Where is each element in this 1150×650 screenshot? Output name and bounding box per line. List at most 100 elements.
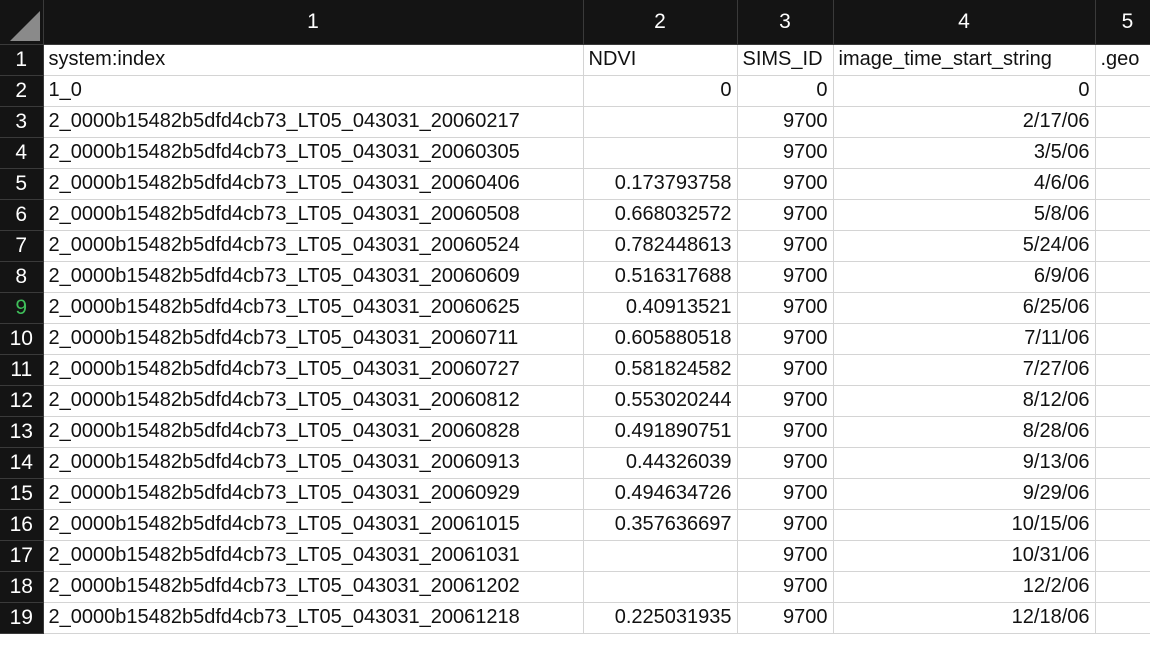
table-cell[interactable]: 10/31/06 (833, 540, 1096, 572)
table-cell[interactable]: 9/13/06 (833, 447, 1096, 479)
row-header[interactable]: 16 (0, 509, 44, 541)
table-cell[interactable] (1095, 75, 1150, 107)
table-cell[interactable] (583, 137, 738, 169)
table-cell[interactable]: 0.494634726 (583, 478, 738, 510)
row-header[interactable]: 8 (0, 261, 44, 293)
row-header[interactable]: 11 (0, 354, 44, 386)
row-header[interactable]: 3 (0, 106, 44, 138)
table-cell[interactable] (1095, 199, 1150, 231)
table-cell[interactable]: 12/2/06 (833, 571, 1096, 603)
table-cell[interactable]: 6/9/06 (833, 261, 1096, 293)
table-cell[interactable]: 9700 (737, 447, 834, 479)
row-header[interactable]: 2 (0, 75, 44, 107)
table-cell[interactable] (1095, 292, 1150, 324)
table-cell[interactable]: 2_0000b15482b5dfd4cb73_LT05_043031_20061… (43, 602, 584, 634)
select-all-corner[interactable] (0, 0, 44, 45)
table-cell[interactable]: 7/27/06 (833, 354, 1096, 386)
table-cell[interactable]: 1_0 (43, 75, 584, 107)
row-header[interactable]: 4 (0, 137, 44, 169)
table-cell[interactable]: 2_0000b15482b5dfd4cb73_LT05_043031_20060… (43, 323, 584, 355)
table-cell[interactable] (1095, 354, 1150, 386)
row-header[interactable]: 7 (0, 230, 44, 262)
table-cell[interactable]: 0.782448613 (583, 230, 738, 262)
row-header[interactable]: 19 (0, 602, 44, 634)
table-cell[interactable] (1095, 230, 1150, 262)
table-cell[interactable]: 9700 (737, 571, 834, 603)
table-cell[interactable]: 9/29/06 (833, 478, 1096, 510)
table-cell[interactable] (1095, 602, 1150, 634)
table-cell[interactable]: 0 (737, 75, 834, 107)
table-cell[interactable]: 8/12/06 (833, 385, 1096, 417)
table-cell[interactable]: 2_0000b15482b5dfd4cb73_LT05_043031_20061… (43, 509, 584, 541)
table-cell[interactable]: 0.40913521 (583, 292, 738, 324)
column-header[interactable]: 2 (583, 0, 738, 45)
table-cell[interactable] (583, 571, 738, 603)
table-cell[interactable] (1095, 385, 1150, 417)
row-header[interactable]: 1 (0, 44, 44, 76)
table-cell[interactable]: 2_0000b15482b5dfd4cb73_LT05_043031_20060… (43, 354, 584, 386)
table-cell[interactable]: 2_0000b15482b5dfd4cb73_LT05_043031_20060… (43, 385, 584, 417)
field-name-cell[interactable]: image_time_start_string (833, 44, 1096, 76)
table-cell[interactable]: 5/8/06 (833, 199, 1096, 231)
table-cell[interactable] (1095, 323, 1150, 355)
row-header[interactable]: 10 (0, 323, 44, 355)
table-cell[interactable]: 2_0000b15482b5dfd4cb73_LT05_043031_20060… (43, 447, 584, 479)
table-cell[interactable]: 9700 (737, 292, 834, 324)
row-header[interactable]: 15 (0, 478, 44, 510)
table-cell[interactable]: 9700 (737, 354, 834, 386)
table-cell[interactable] (583, 540, 738, 572)
table-cell[interactable]: 0.173793758 (583, 168, 738, 200)
table-cell[interactable]: 2/17/06 (833, 106, 1096, 138)
table-cell[interactable]: 0.581824582 (583, 354, 738, 386)
table-cell[interactable]: 12/18/06 (833, 602, 1096, 634)
table-cell[interactable]: 8/28/06 (833, 416, 1096, 448)
table-cell[interactable]: 0 (833, 75, 1096, 107)
table-cell[interactable]: 2_0000b15482b5dfd4cb73_LT05_043031_20061… (43, 540, 584, 572)
table-cell[interactable] (1095, 509, 1150, 541)
column-header[interactable]: 4 (833, 0, 1096, 45)
table-cell[interactable]: 9700 (737, 168, 834, 200)
table-cell[interactable]: 2_0000b15482b5dfd4cb73_LT05_043031_20060… (43, 261, 584, 293)
table-cell[interactable]: 0.225031935 (583, 602, 738, 634)
row-header[interactable]: 9 (0, 292, 44, 324)
table-cell[interactable]: 0.357636697 (583, 509, 738, 541)
row-header[interactable]: 17 (0, 540, 44, 572)
row-header[interactable]: 12 (0, 385, 44, 417)
table-cell[interactable]: 2_0000b15482b5dfd4cb73_LT05_043031_20060… (43, 292, 584, 324)
table-cell[interactable]: 2_0000b15482b5dfd4cb73_LT05_043031_20060… (43, 168, 584, 200)
table-cell[interactable]: 2_0000b15482b5dfd4cb73_LT05_043031_20060… (43, 230, 584, 262)
table-cell[interactable]: 0.44326039 (583, 447, 738, 479)
table-cell[interactable]: 2_0000b15482b5dfd4cb73_LT05_043031_20060… (43, 416, 584, 448)
table-cell[interactable]: 9700 (737, 509, 834, 541)
table-cell[interactable]: 4/6/06 (833, 168, 1096, 200)
table-cell[interactable]: 0.668032572 (583, 199, 738, 231)
table-cell[interactable]: 9700 (737, 106, 834, 138)
table-cell[interactable]: 6/25/06 (833, 292, 1096, 324)
table-cell[interactable]: 9700 (737, 540, 834, 572)
column-header[interactable]: 5 (1095, 0, 1150, 45)
table-cell[interactable] (583, 106, 738, 138)
field-name-cell[interactable]: NDVI (583, 44, 738, 76)
table-cell[interactable]: 9700 (737, 199, 834, 231)
field-name-cell[interactable]: .geo (1095, 44, 1150, 76)
column-header[interactable]: 1 (43, 0, 584, 45)
table-cell[interactable] (1095, 261, 1150, 293)
column-header[interactable]: 3 (737, 0, 834, 45)
table-cell[interactable]: 2_0000b15482b5dfd4cb73_LT05_043031_20060… (43, 137, 584, 169)
table-cell[interactable]: 0.491890751 (583, 416, 738, 448)
table-cell[interactable] (1095, 478, 1150, 510)
table-cell[interactable]: 5/24/06 (833, 230, 1096, 262)
table-cell[interactable]: 9700 (737, 602, 834, 634)
table-cell[interactable] (1095, 106, 1150, 138)
table-cell[interactable]: 2_0000b15482b5dfd4cb73_LT05_043031_20060… (43, 106, 584, 138)
table-cell[interactable]: 10/15/06 (833, 509, 1096, 541)
table-cell[interactable]: 9700 (737, 230, 834, 262)
row-header[interactable]: 5 (0, 168, 44, 200)
table-cell[interactable]: 9700 (737, 385, 834, 417)
table-cell[interactable]: 9700 (737, 323, 834, 355)
table-cell[interactable]: 9700 (737, 261, 834, 293)
row-header[interactable]: 14 (0, 447, 44, 479)
table-cell[interactable]: 9700 (737, 478, 834, 510)
table-cell[interactable] (1095, 137, 1150, 169)
table-cell[interactable]: 2_0000b15482b5dfd4cb73_LT05_043031_20061… (43, 571, 584, 603)
